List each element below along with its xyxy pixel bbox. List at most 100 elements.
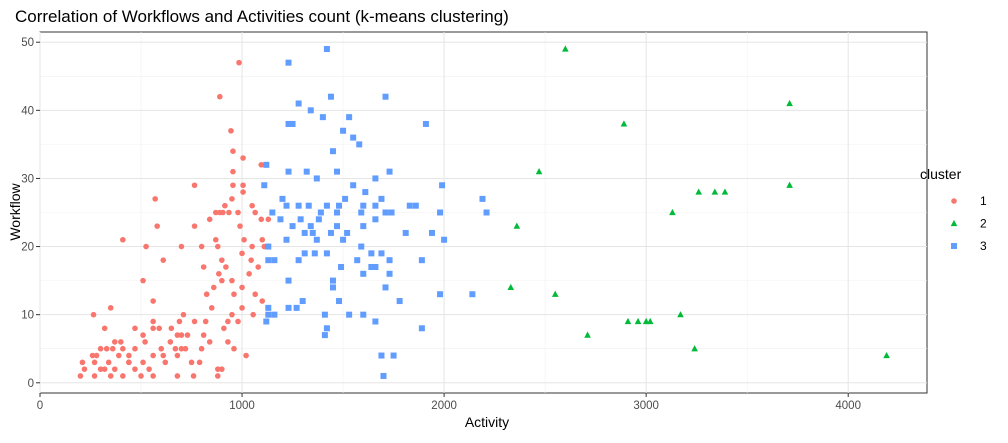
data-point	[883, 351, 890, 359]
data-point	[168, 325, 175, 332]
data-point	[360, 311, 367, 318]
y-tick-label: 0	[28, 378, 34, 390]
data-point	[132, 345, 138, 352]
data-point	[200, 264, 207, 270]
data-point	[255, 264, 262, 270]
data-point	[263, 318, 270, 325]
data-point	[439, 182, 446, 189]
data-point	[382, 93, 389, 100]
data-point	[634, 317, 642, 325]
data-point	[219, 277, 225, 284]
data-point	[140, 332, 146, 338]
data-point	[126, 352, 132, 359]
y-tick-label: 50	[21, 37, 34, 49]
data-point	[156, 325, 163, 332]
data-point	[382, 284, 389, 291]
data-point	[378, 195, 385, 202]
data-point	[91, 359, 98, 366]
data-point	[97, 366, 104, 372]
data-point	[239, 284, 245, 291]
data-point	[354, 257, 361, 264]
data-point	[198, 243, 205, 250]
x-tick-label: 1000	[229, 400, 255, 412]
data-point	[507, 283, 515, 291]
data-point	[191, 318, 198, 325]
data-point	[372, 318, 379, 325]
data-point	[261, 182, 268, 189]
data-point	[285, 59, 292, 66]
data-point	[140, 277, 146, 284]
data-point	[140, 359, 146, 366]
data-point	[307, 223, 314, 230]
data-point	[191, 223, 198, 229]
data-point	[160, 352, 167, 359]
data-point	[206, 216, 213, 223]
data-point	[721, 188, 729, 195]
data-point	[437, 291, 444, 298]
data-point	[202, 318, 209, 325]
data-point	[230, 148, 236, 154]
data-point	[307, 107, 314, 114]
data-point	[360, 270, 367, 277]
data-point	[235, 318, 241, 325]
data-point	[297, 216, 304, 223]
data-point	[323, 202, 330, 209]
data-point	[182, 345, 189, 352]
data-point	[285, 168, 292, 175]
data-point	[77, 373, 84, 379]
data-point	[178, 243, 185, 250]
data-point	[469, 291, 476, 298]
data-point	[250, 311, 256, 318]
data-point	[184, 332, 191, 338]
data-point	[386, 168, 393, 175]
data-point	[329, 284, 336, 291]
data-point	[336, 202, 343, 209]
data-point	[216, 271, 222, 277]
data-point	[336, 298, 343, 305]
data-point	[346, 311, 353, 318]
data-point	[174, 332, 181, 338]
data-point	[146, 366, 152, 372]
data-point	[220, 209, 226, 216]
data-point	[215, 373, 221, 379]
data-point	[223, 264, 229, 270]
data-point	[388, 209, 395, 216]
data-point	[695, 188, 702, 195]
data-point	[219, 366, 225, 372]
data-point	[380, 372, 387, 379]
data-point	[285, 120, 292, 127]
data-point	[172, 345, 179, 352]
y-tick-label: 30	[21, 173, 34, 185]
legend-label: 1	[980, 194, 987, 208]
data-point	[513, 222, 521, 229]
series-cluster-2	[507, 45, 890, 359]
data-point	[483, 209, 490, 216]
data-point	[584, 331, 591, 338]
data-point	[150, 298, 156, 304]
data-point	[344, 229, 351, 236]
data-point	[229, 196, 235, 202]
data-point	[174, 373, 181, 379]
data-point	[138, 373, 144, 379]
data-point	[786, 99, 793, 107]
data-point	[249, 243, 255, 250]
data-point	[162, 359, 169, 366]
data-point	[323, 250, 330, 257]
data-point	[105, 359, 112, 366]
data-point	[350, 182, 357, 189]
series-cluster-3	[261, 46, 490, 379]
data-point	[196, 359, 203, 366]
data-point	[237, 223, 243, 229]
data-point	[358, 209, 365, 216]
data-point	[299, 298, 306, 305]
data-point	[265, 216, 272, 223]
data-point	[418, 325, 425, 332]
data-point	[225, 318, 231, 325]
data-point	[258, 162, 265, 168]
data-point	[152, 196, 158, 202]
data-point	[111, 366, 118, 372]
legend-marker	[951, 198, 957, 204]
data-point	[311, 250, 318, 257]
data-point	[428, 229, 435, 236]
data-point	[372, 263, 379, 270]
